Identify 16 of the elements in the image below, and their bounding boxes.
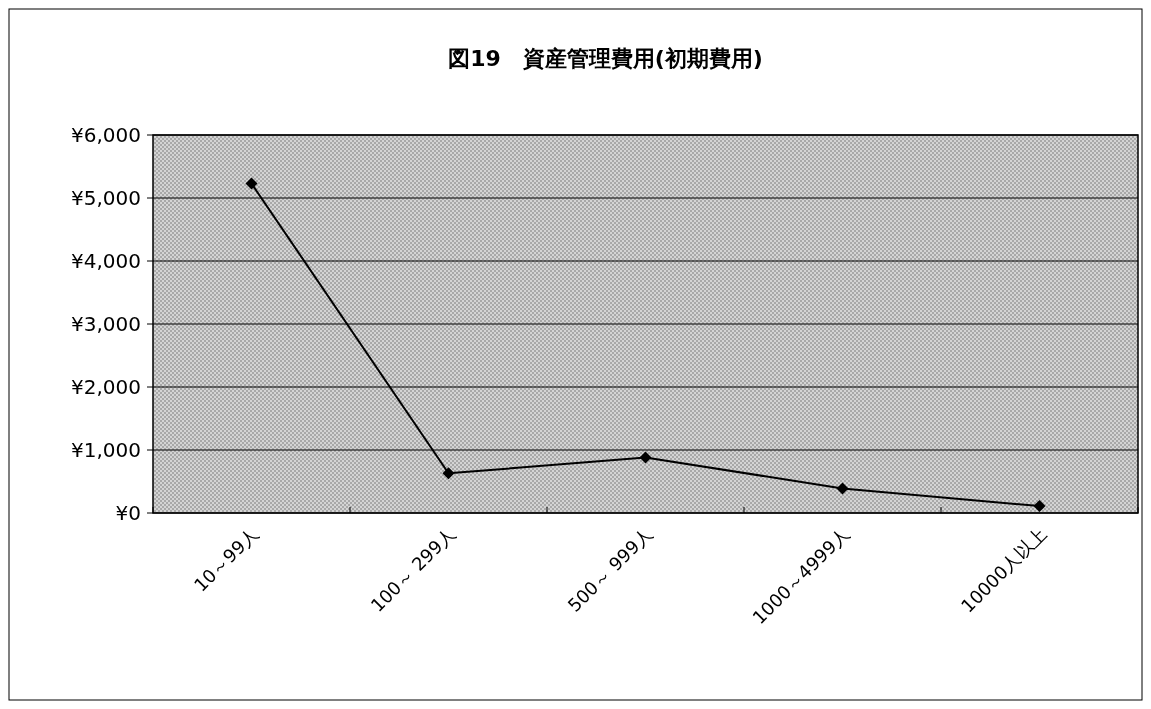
y-tick-label: ¥5,000 [71, 186, 141, 210]
y-tick-label: ¥0 [115, 501, 141, 525]
x-tick-label: 500～ 999人 [563, 522, 657, 616]
point [442, 467, 455, 480]
point [836, 482, 849, 495]
point [639, 451, 652, 464]
y-tick-label: ¥4,000 [71, 249, 141, 273]
x-tick-label: 10～99人 [189, 522, 263, 596]
x-tick-label: 100～ 299人 [366, 522, 460, 616]
y-tick-label: ¥6,000 [71, 123, 141, 147]
y-tick-label: ¥1,000 [71, 438, 141, 462]
chart-title: 図19 資産管理費用(初期費用) [448, 46, 763, 71]
point [1033, 500, 1046, 513]
point [245, 177, 258, 190]
y-tick-label: ¥2,000 [71, 375, 141, 399]
y-tick-label: ¥3,000 [71, 312, 141, 336]
